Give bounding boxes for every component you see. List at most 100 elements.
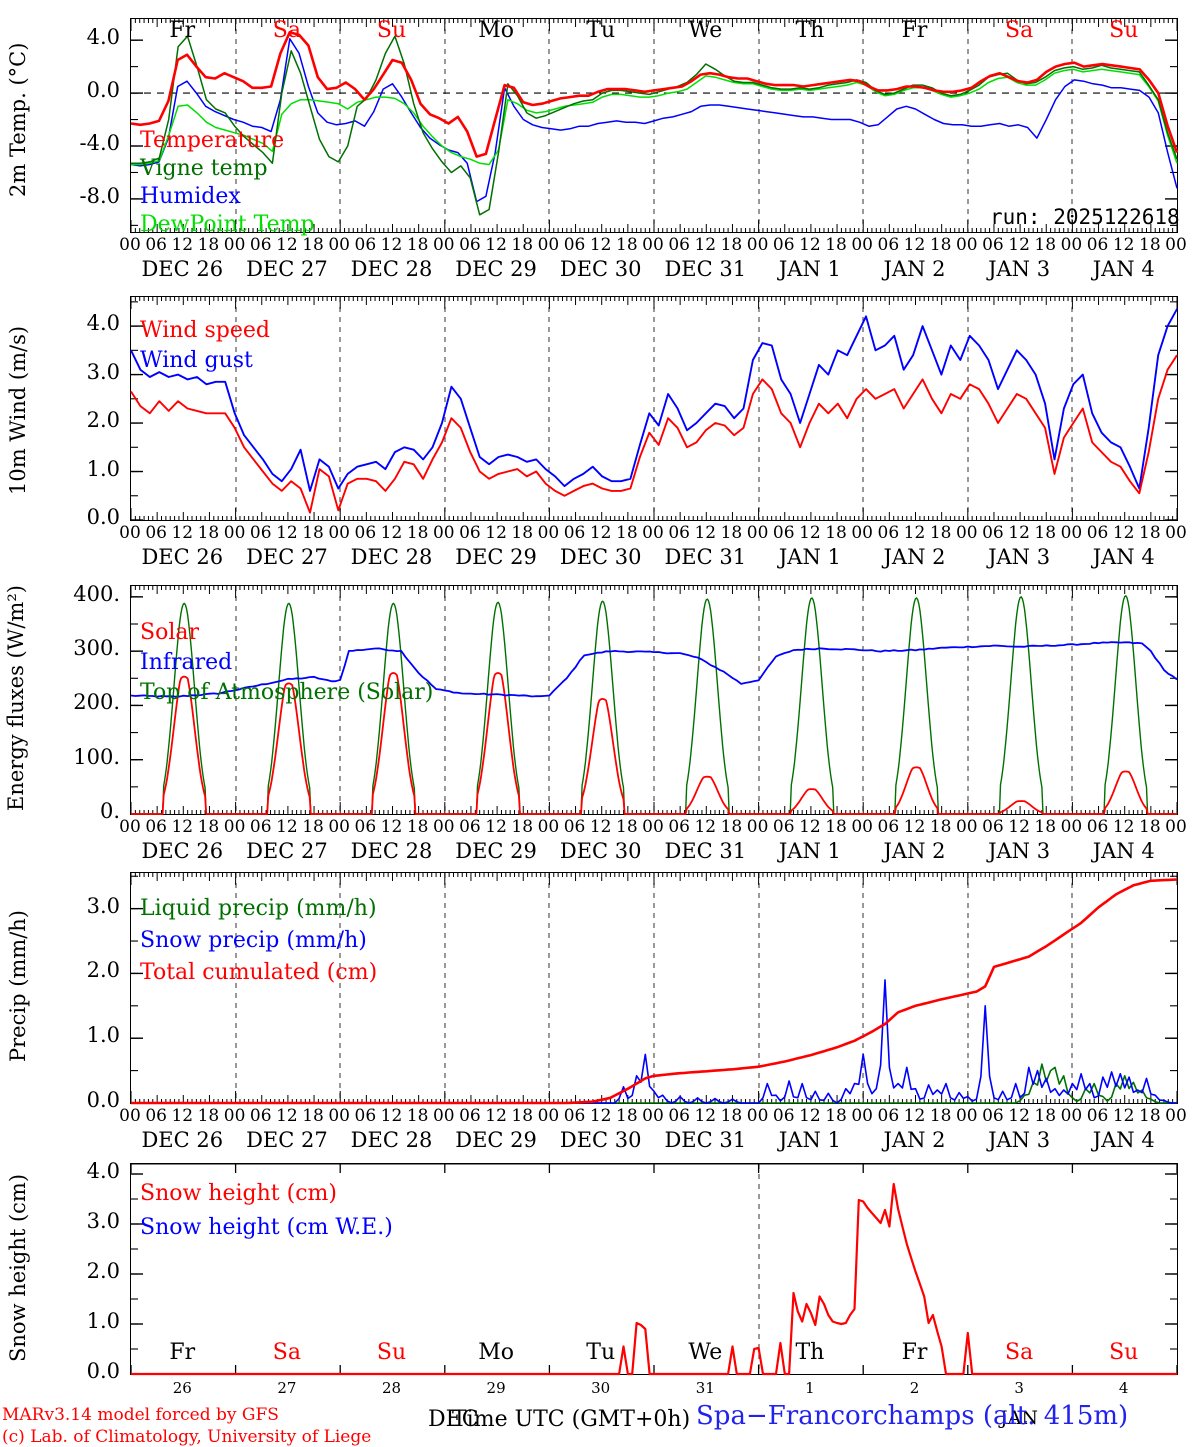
x-tick-day: JAN 2 <box>883 545 946 569</box>
x-tick-day: DEC 31 <box>664 839 747 863</box>
weekday-label: Tu <box>586 18 616 43</box>
y-tick-wind-0: 4.0 <box>86 311 120 336</box>
x-tick-hour: 00 <box>955 817 978 837</box>
x-tick-hour: 12 <box>589 817 612 837</box>
x-tick-hour: 00 <box>955 523 978 543</box>
x-tick-hour: 06 <box>668 817 690 837</box>
x-tick-hour: 06 <box>145 523 167 543</box>
weekday-label: Fr <box>169 18 196 43</box>
y-tick-wind-3: 1.0 <box>86 456 120 481</box>
x-tick-day: JAN 3 <box>988 839 1051 863</box>
y-tick-energy_fluxes-2: 200. <box>73 690 120 715</box>
y-tick-precip-2: 1.0 <box>86 1023 120 1048</box>
x-tick-hour: 00 <box>746 817 769 837</box>
x-tick-daynum: 28 <box>381 1379 402 1397</box>
x-tick-hour: 12 <box>485 817 507 837</box>
x-tick-day: JAN 3 <box>988 545 1051 569</box>
x-tick-hour: 06 <box>249 523 272 543</box>
y-tick-temperature-0: 4.0 <box>86 25 120 50</box>
x-tick-day: DEC 28 <box>350 257 433 281</box>
x-tick-hour: 12 <box>589 235 612 255</box>
x-tick-hour: 18 <box>929 523 952 543</box>
legend-item-precip-0: Liquid precip (mm/h) <box>140 896 377 921</box>
x-tick-hour: 12 <box>171 817 194 837</box>
y-tick-temperature-2: -4.0 <box>79 131 121 155</box>
x-tick-hour: 06 <box>668 523 690 543</box>
x-tick-hour: 12 <box>276 817 298 837</box>
x-tick-hour: 12 <box>171 235 194 255</box>
y-tick-wind-1: 3.0 <box>86 359 120 384</box>
x-tick-hour: 18 <box>302 235 324 255</box>
x-tick-hour: 06 <box>459 817 481 837</box>
x-tick-hour: 00 <box>223 1106 246 1126</box>
x-tick-hour: 12 <box>1112 523 1135 543</box>
x-tick-hour: 06 <box>1086 817 1109 837</box>
y-tick-energy_fluxes-0: 400. <box>73 581 120 606</box>
footer-dec-label: DEC <box>428 1407 479 1432</box>
x-tick-hour: 00 <box>1060 1106 1083 1126</box>
x-tick-hour: 00 <box>642 1106 664 1126</box>
x-tick-hour: 12 <box>276 1106 298 1126</box>
x-tick-hour: 00 <box>328 817 350 837</box>
x-tick-day: DEC 30 <box>559 545 642 569</box>
x-tick-hour: 00 <box>1165 1106 1187 1126</box>
legend-item-temperature-3: DewPoint Temp <box>140 212 315 237</box>
x-tick-hour: 06 <box>982 1106 1004 1126</box>
x-tick-hour: 18 <box>929 1106 952 1126</box>
panel-precip: Precip (mm/h) 3.0 2.0 1.0 0.0 00 06 12 18 00 06 12… <box>0 860 1194 1155</box>
weekday-label-snow: Sa <box>1005 1340 1034 1365</box>
x-tick-day: DEC 27 <box>246 257 328 281</box>
x-tick-hour: 12 <box>380 523 403 543</box>
x-tick-hour: 12 <box>1008 817 1030 837</box>
x-tick-hour: 12 <box>903 1106 926 1126</box>
x-tick-day: JAN 4 <box>1092 1128 1155 1152</box>
x-tick-hour: 00 <box>1165 523 1187 543</box>
x-tick-hour: 12 <box>799 235 821 255</box>
x-tick-hour: 18 <box>1034 523 1057 543</box>
x-tick-daynum: 3 <box>1014 1379 1024 1397</box>
legend-item-wind-1: Wind gust <box>140 348 253 373</box>
y-tick-wind-4: 0.0 <box>86 505 120 529</box>
x-tick-hour: 18 <box>720 235 743 255</box>
temperature-chart-svg <box>130 19 1179 232</box>
plot-area-energy <box>130 585 1178 815</box>
x-tick-hour: 06 <box>877 235 900 255</box>
x-tick-hour: 18 <box>616 817 638 837</box>
x-tick-hour: 00 <box>851 1106 873 1126</box>
plot-area-wind <box>130 296 1178 521</box>
x-tick-hour: 00 <box>328 235 350 255</box>
weekday-label-snow: We <box>688 1340 723 1365</box>
x-tick-hour: 00 <box>223 523 246 543</box>
x-tick-day: DEC 27 <box>246 839 328 863</box>
x-tick-hour: 00 <box>851 817 873 837</box>
x-tick-hour: 18 <box>406 1106 429 1126</box>
precip-chart-svg <box>130 873 1178 1105</box>
x-tick-hour: 06 <box>354 817 377 837</box>
x-tick-hour: 06 <box>249 235 272 255</box>
x-tick-day: DEC 31 <box>664 257 747 281</box>
x-tick-hour: 18 <box>1034 817 1057 837</box>
x-tick-hour: 06 <box>668 235 690 255</box>
y-tick-snow_height-0: 4.0 <box>86 1159 120 1183</box>
x-tick-day: DEC 30 <box>559 1128 642 1152</box>
x-tick-hour: 06 <box>249 1106 272 1126</box>
legend-item-temperature-2: Humidex <box>140 184 241 209</box>
y-tick-energy_fluxes-4: 0. <box>99 799 120 823</box>
x-tick-hour: 00 <box>955 235 978 255</box>
footer-copyright: (c) Lab. of Climatology, University of L… <box>2 1427 372 1447</box>
weekday-label: Su <box>376 18 407 43</box>
x-tick-day: DEC 30 <box>559 257 642 281</box>
x-tick-hour: 00 <box>1165 817 1187 837</box>
x-tick-hour: 06 <box>877 523 900 543</box>
energy-chart-svg <box>130 586 1178 815</box>
legend-item-snow_height-0: Snow height (cm) <box>140 1181 337 1206</box>
x-tick-hour: 06 <box>982 523 1004 543</box>
x-tick-day: DEC 29 <box>455 839 537 863</box>
x-tick-hour: 00 <box>746 523 769 543</box>
x-tick-hour: 18 <box>825 523 847 543</box>
plot-area-temperature <box>130 18 1179 233</box>
x-tick-hour: 06 <box>1086 523 1109 543</box>
x-tick-hour: 00 <box>746 1106 769 1126</box>
legend-item-precip-1: Snow precip (mm/h) <box>140 928 367 953</box>
legend-item-wind-0: Wind speed <box>140 318 271 343</box>
